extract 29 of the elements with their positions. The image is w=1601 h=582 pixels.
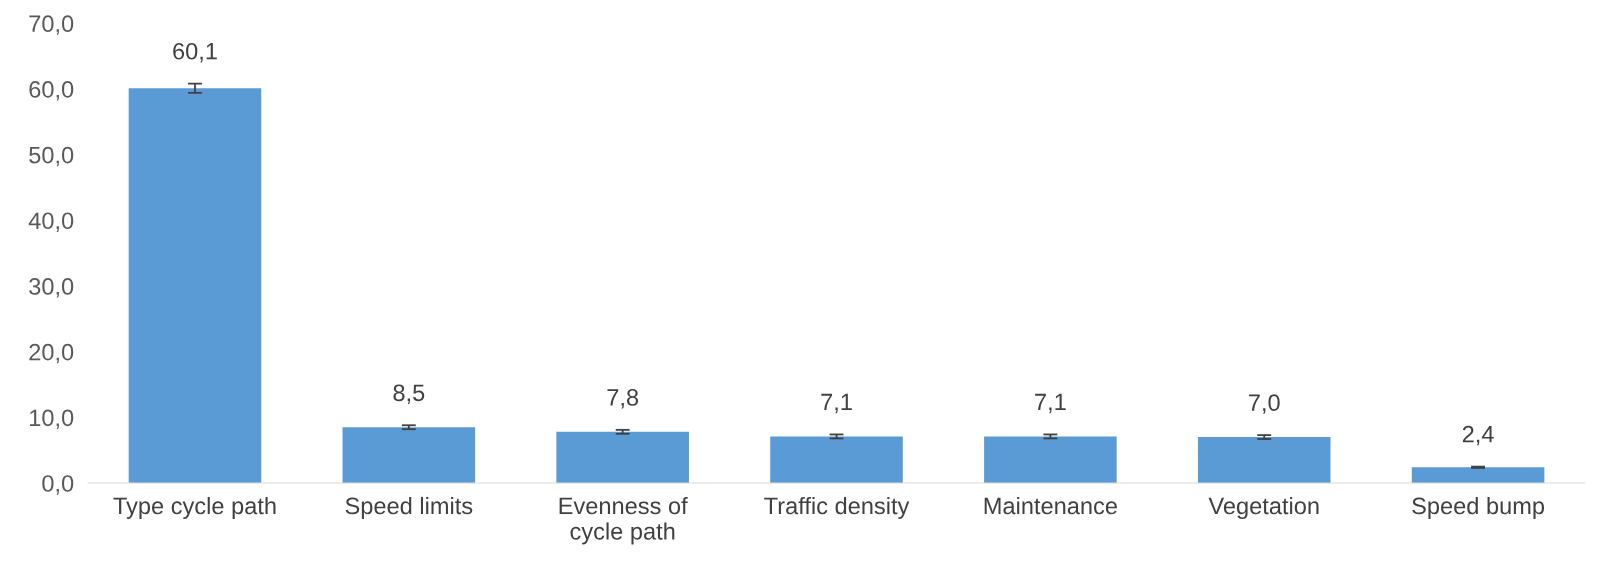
bar <box>770 436 903 484</box>
data-label: 60,1 <box>173 42 217 63</box>
bar <box>1197 437 1331 484</box>
x-tick-label: Type cycle path <box>113 496 276 519</box>
y-tick-label: 70,0 <box>29 15 74 35</box>
y-tick-label: 50,0 <box>29 146 74 167</box>
x-tick-label: Maintenance <box>984 496 1117 515</box>
y-tick-label: 0,0 <box>42 475 74 495</box>
bar <box>128 88 262 484</box>
y-tick-label: 20,0 <box>29 343 74 364</box>
data-label: 2,4 <box>1462 425 1494 446</box>
bar <box>984 436 1117 484</box>
data-label: 7,0 <box>1249 394 1280 414</box>
x-tick-label: Speed limits <box>345 496 473 519</box>
bar <box>556 431 689 484</box>
data-label: 8,5 <box>393 384 425 404</box>
y-tick-label: 60,0 <box>29 81 74 101</box>
data-label: 7,1 <box>1035 393 1066 414</box>
data-label: 7,8 <box>607 389 639 409</box>
y-tick-label: 40,0 <box>28 212 74 232</box>
bar <box>1411 467 1545 484</box>
x-tick-label: Evenness of cycle path <box>559 496 688 545</box>
y-tick-label: 10,0 <box>30 409 74 429</box>
y-tick-label: 30,0 <box>29 278 74 298</box>
x-tick-label: Speed bump <box>1412 496 1545 519</box>
bar <box>342 427 476 484</box>
x-tick-label: Traffic density <box>764 496 910 519</box>
x-tick-label: Vegetation <box>1208 496 1319 519</box>
data-label: 7,1 <box>821 393 852 414</box>
